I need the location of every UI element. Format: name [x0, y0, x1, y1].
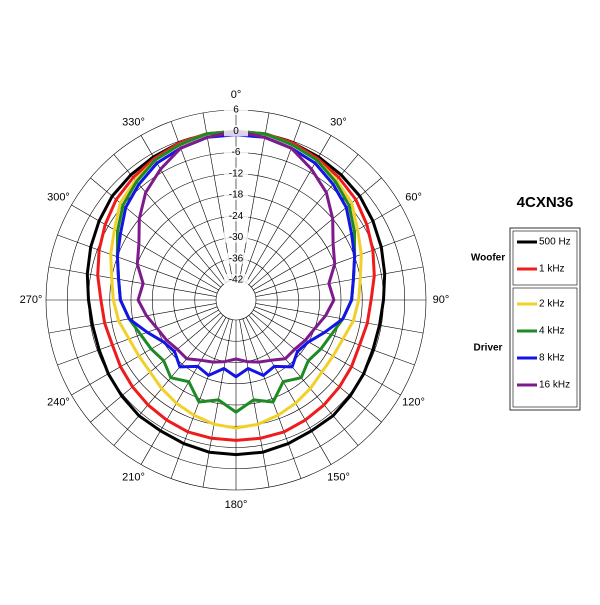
r-tick-label: -24 [229, 211, 244, 222]
legend-group-box [512, 230, 578, 286]
spoke [170, 318, 230, 479]
legend-label: 8 kHz [539, 353, 565, 364]
series-line [115, 133, 357, 379]
r-label-bg [224, 252, 248, 264]
angle-label: 0° [231, 89, 242, 101]
r-label-bg [224, 104, 248, 115]
angle-label: 120° [402, 396, 425, 408]
series-line [85, 129, 387, 457]
angle-label: 240° [47, 396, 70, 408]
angle-label: 210° [122, 471, 145, 483]
series-line [109, 129, 363, 430]
legend-label: 1 kHz [539, 264, 565, 275]
spoke [255, 266, 424, 297]
angle-label: 150° [327, 471, 350, 483]
legend-group-label: Driver [474, 343, 503, 354]
angle-label: 270° [20, 294, 43, 306]
spoke [202, 319, 233, 488]
spoke [254, 306, 415, 366]
legend-group-box [512, 287, 578, 408]
r-label-bg [224, 125, 248, 137]
r-label-bg [224, 189, 248, 200]
spoke [239, 112, 270, 281]
spoke [71, 309, 219, 396]
spoke [202, 112, 233, 281]
legend-label: 2 kHz [539, 299, 565, 310]
legend-label: 500 Hz [539, 237, 571, 248]
spoke [242, 318, 302, 479]
r-tick-label: -12 [229, 168, 244, 179]
r-label-bg [224, 210, 248, 222]
r-tick-label: -6 [232, 147, 241, 158]
spoke [245, 317, 332, 465]
spoke [113, 154, 224, 285]
r-tick-label: 6 [233, 105, 239, 116]
angle-label: 90° [433, 294, 450, 306]
spoke [248, 315, 359, 446]
legend-box [509, 227, 581, 411]
r-label-bg [224, 167, 248, 179]
spoke [239, 319, 270, 488]
r-tick-label: 0 [233, 126, 239, 137]
legend-label: 4 kHz [539, 326, 565, 337]
series-line [135, 129, 337, 364]
spoke [255, 303, 424, 334]
r-tick-label: -18 [229, 190, 244, 201]
r-tick-label: -42 [229, 275, 244, 286]
spoke [253, 309, 401, 396]
r-tick-label: -30 [229, 232, 244, 243]
series-line [115, 129, 357, 414]
chart-title: 4CXN36 [517, 194, 574, 211]
angle-label: 330° [122, 116, 145, 128]
grid-ring [215, 279, 257, 321]
r-tick-label: -36 [229, 253, 244, 264]
legend-label: 16 kHz [539, 380, 570, 391]
legend-group-label: Woofer [471, 253, 505, 264]
spoke [48, 266, 217, 297]
angle-label: 180° [225, 499, 248, 511]
spoke [251, 312, 382, 423]
spoke [113, 315, 224, 446]
angle-label: 60° [405, 191, 422, 203]
spoke [48, 303, 217, 334]
r-label-bg [224, 146, 248, 158]
spoke [90, 312, 221, 423]
series-line [96, 129, 376, 442]
spoke [248, 154, 359, 285]
angle-label: 30° [330, 116, 347, 128]
r-label-bg [224, 231, 248, 243]
r-label-bg [224, 274, 248, 285]
polar-grid [45, 109, 427, 491]
spoke [71, 204, 219, 291]
spoke [57, 306, 218, 366]
angle-label: 300° [47, 191, 70, 203]
spoke [253, 204, 401, 291]
spoke [140, 317, 227, 465]
